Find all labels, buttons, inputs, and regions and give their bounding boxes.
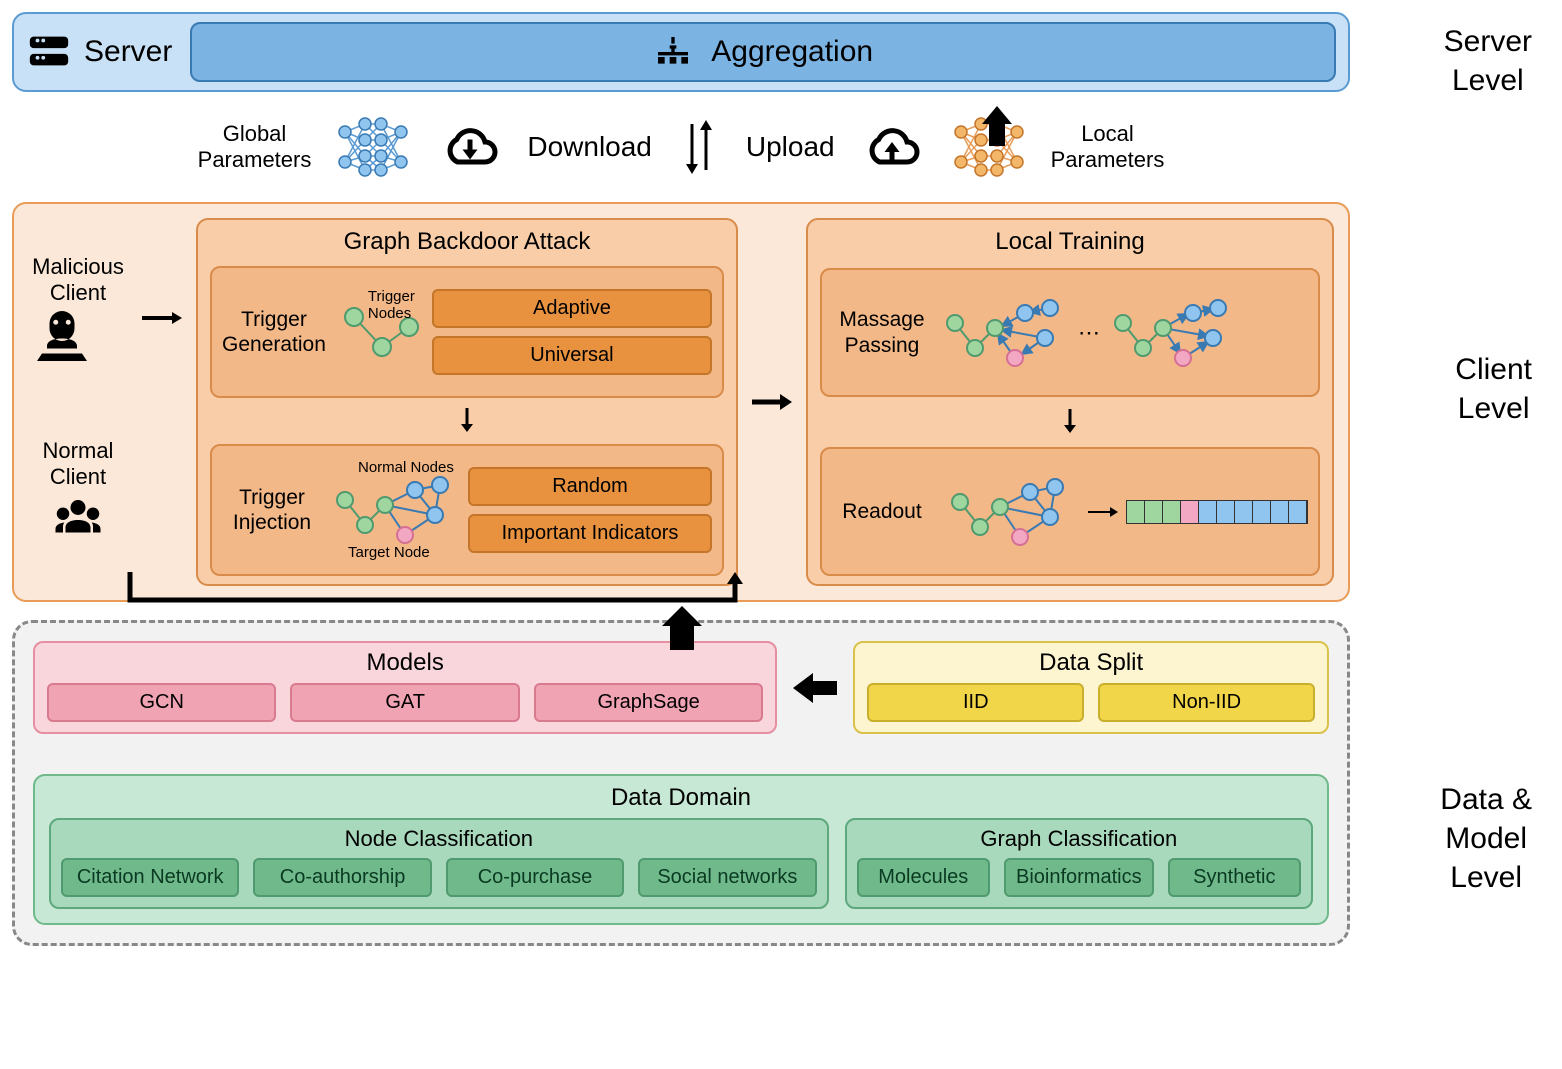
dm-level-panel: Models GCN GAT GraphSage Data Split IID … <box>12 620 1350 946</box>
message-passing-box: Massage Passing ⋯ <box>820 268 1320 397</box>
graph-classif-box: Graph Classification Molecules Bioinform… <box>845 818 1313 909</box>
domain-title: Data Domain <box>49 784 1313 812</box>
pill-gat: GAT <box>290 683 519 722</box>
transfer-row: Global Parameters Download Upload <box>12 102 1350 192</box>
chip-adaptive: Adaptive <box>432 289 712 328</box>
updown-arrows-icon <box>674 112 724 182</box>
pill-social: Social networks <box>638 858 816 897</box>
readout-label: Readout <box>832 499 932 524</box>
malicious-icon <box>32 306 92 366</box>
aggregation-icon <box>653 32 693 72</box>
aggregation-text: Aggregation <box>711 35 873 69</box>
readout-box: Readout <box>820 447 1320 576</box>
server-level-panel: Server Aggregation <box>12 12 1350 92</box>
trigger-inj-label: Trigger Injection <box>222 485 322 535</box>
arrow-down-icon <box>1060 409 1080 435</box>
training-box: Local Training Massage Passing ⋯ Readout <box>806 218 1334 586</box>
pill-copurchase: Co-purchase <box>446 858 624 897</box>
chip-important: Important Indicators <box>468 514 712 553</box>
server-label: Server <box>26 29 172 75</box>
server-icon <box>26 29 72 75</box>
normal-bypass-arrow-icon <box>120 570 760 610</box>
upload-label: Upload <box>746 131 835 163</box>
pill-iid: IID <box>867 683 1084 722</box>
domain-box: Data Domain Node Classification Citation… <box>33 774 1329 925</box>
trigger-gen-label: Trigger Generation <box>222 307 326 357</box>
pill-graphsage: GraphSage <box>534 683 763 722</box>
graph-classif-title: Graph Classification <box>857 826 1301 852</box>
attack-box: Graph Backdoor Attack Trigger Generation… <box>196 218 738 586</box>
injected-graph-icon <box>330 465 460 555</box>
normal-label: Normal Client <box>43 438 114 490</box>
trigger-nodes-label: Trigger Nodes <box>368 288 415 322</box>
global-nn-icon <box>333 112 413 182</box>
attack-title: Graph Backdoor Attack <box>210 228 724 256</box>
attack-to-training-arrow-icon <box>752 392 792 412</box>
server-text: Server <box>84 35 172 69</box>
client-level-panel: Malicious Client Normal Client Graph Bac… <box>12 202 1350 602</box>
dm-level-label: Data & Model Level <box>1440 780 1532 897</box>
msg-graph-1-icon <box>940 288 1070 378</box>
trigger-inj-box: Trigger Injection Normal Nodes Target No… <box>210 444 724 576</box>
node-classif-box: Node Classification Citation Network Co-… <box>49 818 829 909</box>
server-level-label: Server Level <box>1444 22 1532 100</box>
datasplit-box: Data Split IID Non-IID <box>853 641 1329 734</box>
client-column: Malicious Client Normal Client <box>28 218 128 586</box>
target-node-label: Target Node <box>348 544 430 561</box>
split-to-models-arrow-icon <box>793 671 837 705</box>
cloud-download-icon <box>435 117 505 177</box>
malicious-arrow-icon <box>142 308 182 328</box>
node-classif-title: Node Classification <box>61 826 817 852</box>
arrow-down-icon <box>457 408 477 434</box>
dm-to-client-arrow-icon <box>660 606 704 650</box>
models-box: Models GCN GAT GraphSage <box>33 641 777 734</box>
normal-nodes-label: Normal Nodes <box>358 459 454 476</box>
msg-graph-2-icon <box>1108 288 1238 378</box>
pill-noniid: Non-IID <box>1098 683 1315 722</box>
readout-graph-icon <box>940 467 1080 557</box>
readout-arrow-icon <box>1088 504 1118 520</box>
pill-coauthor: Co-authorship <box>253 858 431 897</box>
pill-citation: Citation Network <box>61 858 239 897</box>
chip-random: Random <box>468 467 712 506</box>
datasplit-title: Data Split <box>867 649 1315 677</box>
feature-vector <box>1126 500 1308 524</box>
cloud-upload-icon <box>857 117 927 177</box>
global-params-label: Global Parameters <box>198 121 312 174</box>
pill-bioinf: Bioinformatics <box>1004 858 1154 897</box>
trigger-gen-box: Trigger Generation Trigger Nodes Adaptiv… <box>210 266 724 398</box>
models-title: Models <box>47 649 763 677</box>
client-level-label: Client Level <box>1455 350 1532 428</box>
chip-universal: Universal <box>432 336 712 375</box>
domain-to-split-arrow-icon <box>980 106 1014 146</box>
normal-icon <box>43 490 113 550</box>
training-title: Local Training <box>820 228 1320 256</box>
pill-gcn: GCN <box>47 683 276 722</box>
pill-synthetic: Synthetic <box>1168 858 1301 897</box>
ellipsis: ⋯ <box>1078 320 1100 346</box>
pill-molecules: Molecules <box>857 858 990 897</box>
local-params-label: Local Parameters <box>1051 121 1165 174</box>
aggregation-box: Aggregation <box>190 22 1336 82</box>
message-passing-label: Massage Passing <box>832 307 932 357</box>
download-label: Download <box>527 131 652 163</box>
malicious-label: Malicious Client <box>32 254 124 306</box>
malicious-client: Malicious Client <box>32 254 124 366</box>
normal-client: Normal Client <box>43 438 114 550</box>
